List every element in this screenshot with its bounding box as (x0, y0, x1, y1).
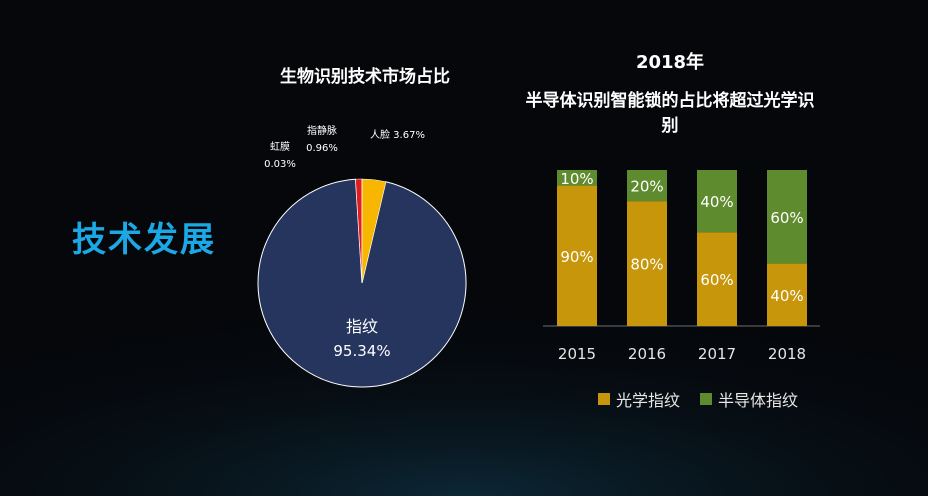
label-optical-2016: 80% (630, 256, 663, 274)
bar-semiconductor-2017 (697, 170, 737, 233)
section-title: 技术发展 (72, 220, 216, 260)
pie-label-vein-name: 指静脉 (307, 124, 337, 137)
pie-label-face: 人脸 3.67% (370, 128, 425, 141)
x-tick-2015: 2015 (558, 345, 596, 363)
label-semiconductor-2015: 10% (560, 170, 593, 188)
bar-semiconductor-2018 (767, 170, 807, 264)
legend-label-semiconductor: 半导体指纹 (718, 391, 799, 410)
label-optical-2015: 90% (560, 248, 593, 266)
pie-slice-0 (257, 178, 467, 388)
bar-semiconductor-2016 (627, 170, 667, 202)
bar-optical-2018 (767, 263, 807, 326)
label-semiconductor-2018: 60% (770, 209, 803, 227)
label-optical-2017: 60% (700, 271, 733, 289)
pie-label-vein-value: 0.96% (306, 143, 338, 154)
bar-chart-title: 2018年 (635, 52, 705, 73)
bar-optical-2017 (697, 232, 737, 326)
legend-label-optical: 光学指纹 (616, 391, 681, 410)
label-semiconductor-2017: 40% (700, 193, 733, 211)
pie-label-iris-value: 0.03% (264, 159, 296, 170)
bar-chart-subtitle: 半导体识别智能锁的占比将超过光学识别 (525, 91, 815, 136)
pie-chart-title: 生物识别技术市场占比 (280, 67, 450, 87)
x-tick-2017: 2017 (698, 345, 736, 363)
bar-optical-2015 (557, 185, 597, 326)
label-semiconductor-2016: 20% (630, 178, 663, 196)
legend-swatch-semiconductor (700, 393, 713, 405)
legend-swatch-optical (598, 393, 610, 405)
x-tick-2018: 2018 (768, 345, 806, 363)
x-tick-2016: 2016 (628, 345, 666, 363)
bar-legend: 光学指纹 半导体指纹 (598, 388, 798, 410)
bar-semiconductor-2015 (557, 170, 597, 186)
label-optical-2018: 40% (770, 287, 803, 305)
pie-label-main-value: 95.34% (333, 342, 390, 360)
pie-slice-1 (361, 178, 387, 284)
pie-label-main-name: 指纹 (346, 317, 378, 336)
bar-optical-2016 (627, 201, 667, 326)
pie-label-iris-name: 虹膜 (270, 141, 290, 153)
